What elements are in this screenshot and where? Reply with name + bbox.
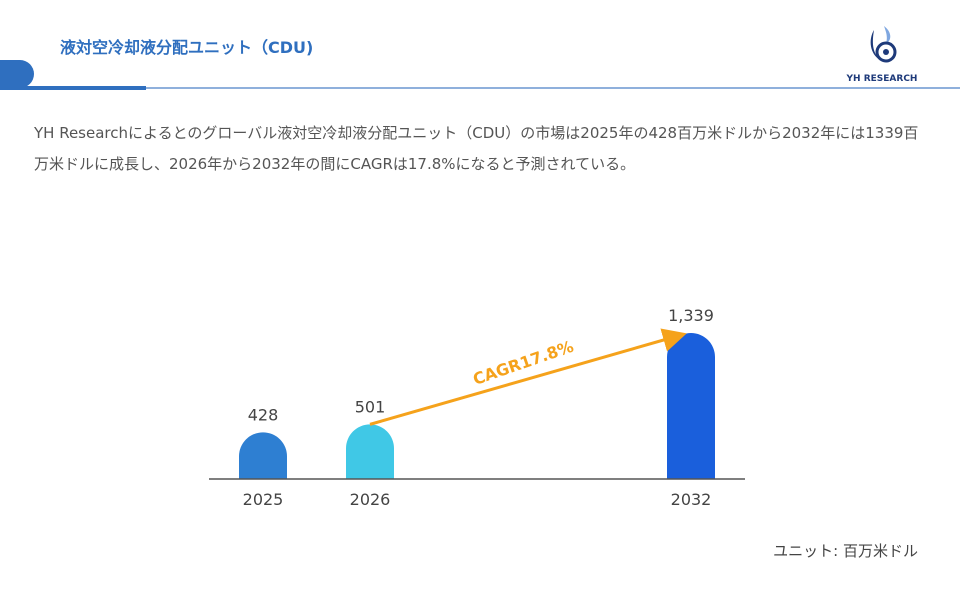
logo-text: YH RESEARCH: [846, 74, 918, 84]
bar-2026: [346, 424, 394, 479]
value-label: 428: [248, 405, 279, 424]
header-divider: [146, 87, 960, 89]
market-description: YH Researchによるとのグローバル液対空冷却液分配ユニット（CDU）の市…: [34, 124, 919, 173]
category-label: 2032: [671, 490, 712, 509]
header-divider-accent: [0, 86, 146, 90]
bar-2032: [667, 333, 715, 479]
page-title: 液対空冷却液分配ユニット（CDU): [60, 38, 314, 57]
yh-research-logo: YH RESEARCH: [842, 24, 922, 84]
category-label: 2026: [350, 490, 391, 509]
bar-2025: [239, 432, 287, 479]
category-label: 2025: [243, 490, 284, 509]
cagr-arrow: [369, 328, 687, 426]
value-label: 501: [355, 397, 386, 416]
unit-label: ユニット: 百万米ドル: [773, 542, 918, 560]
header-accent-shape: [0, 60, 34, 88]
logo-icon: [870, 26, 897, 63]
value-label: 1,339: [668, 306, 714, 325]
